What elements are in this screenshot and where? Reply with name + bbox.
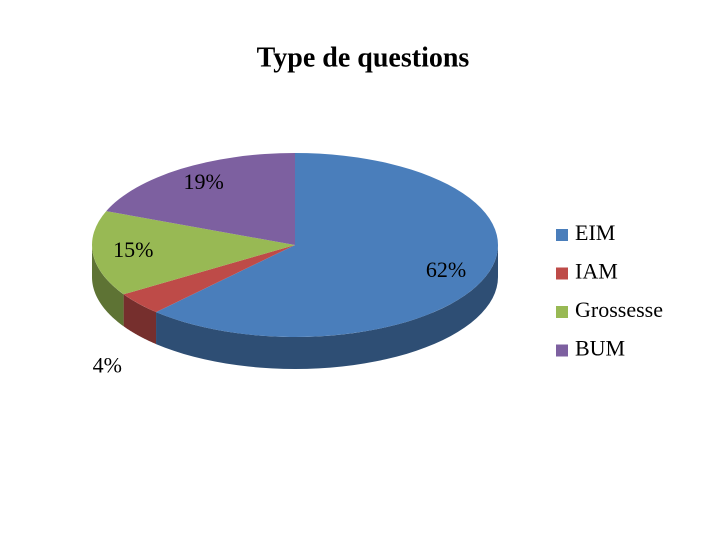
legend-label: EIM [575, 220, 615, 245]
slice-side [92, 245, 124, 327]
legend-swatch [556, 229, 568, 241]
legend-label: Grossesse [575, 297, 663, 322]
slice [106, 153, 295, 245]
pie: 62% 4% 15% 19% [92, 153, 499, 377]
legend: EIM IAM Grossesse BUM [556, 220, 663, 361]
legend-swatch [556, 306, 568, 318]
slice-side [123, 294, 157, 345]
legend-label: BUM [575, 336, 625, 361]
legend-swatch [556, 344, 568, 357]
slice [156, 153, 499, 337]
data-label: 19% [184, 169, 224, 194]
slice-side [156, 245, 499, 369]
legend-label: IAM [575, 259, 618, 284]
legend-swatch [556, 267, 568, 280]
data-label: 15% [113, 237, 153, 262]
slice [123, 245, 295, 313]
data-label: 62% [426, 257, 466, 282]
chart-title: Type de questions [257, 42, 470, 73]
data-label: 4% [93, 352, 122, 377]
slice [92, 211, 295, 295]
